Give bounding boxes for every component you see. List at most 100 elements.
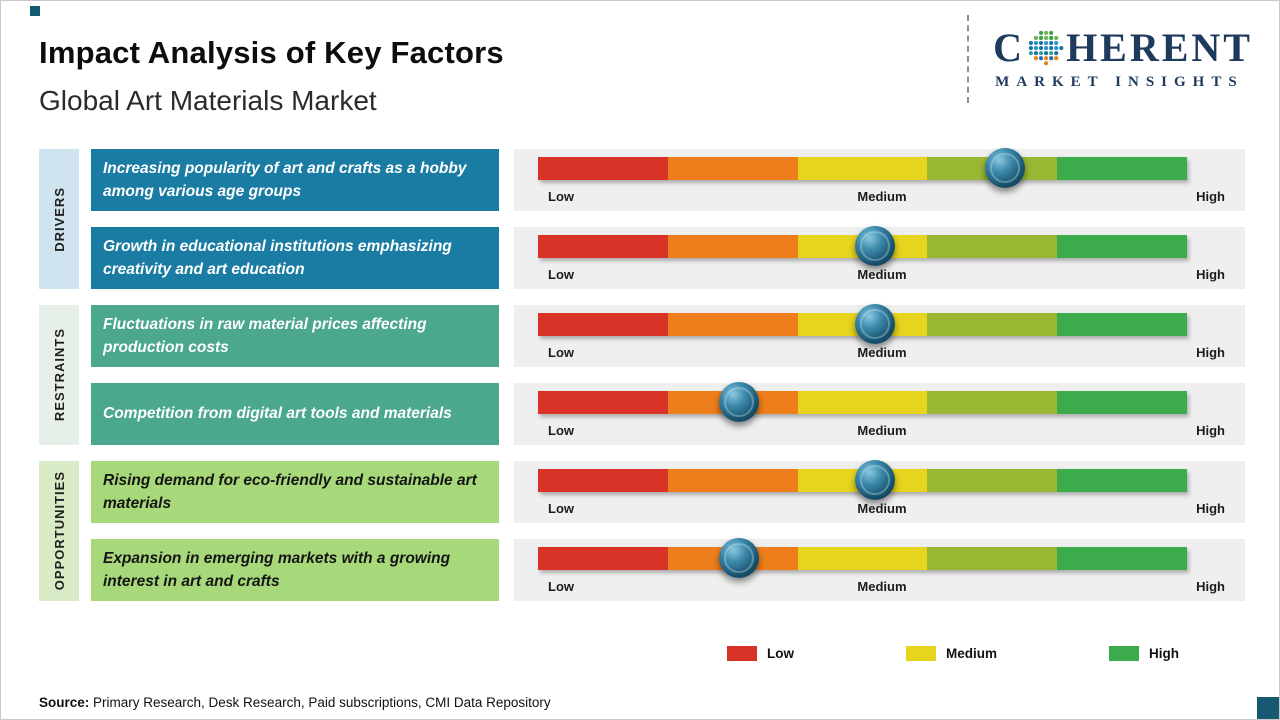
impact-bar [538,538,1187,578]
scale-label-medium: Medium [857,422,907,438]
scale-label-high: High [1196,578,1225,594]
impact-marker [855,226,896,266]
scale-label-high: High [1196,266,1225,282]
factor-text-box: Growth in educational institutions empha… [91,227,499,289]
factor-text-box: Rising demand for eco-friendly and susta… [91,461,499,523]
source-text: Primary Research, Desk Research, Paid su… [89,695,551,710]
logo-text-end: HERENT [1066,24,1253,70]
scale-label-low: Low [548,188,574,204]
impact-bar [538,226,1187,266]
factor-row: Expansion in emerging markets with a gro… [91,538,1245,601]
impact-gauge: Low Medium High [514,460,1245,523]
segment-low [538,234,668,258]
segment-low [538,390,668,414]
legend: Low Medium High [726,646,1179,661]
corner-accent-top-left [30,6,40,16]
header: Impact Analysis of Key Factors Global Ar… [39,35,504,117]
scale-label-medium: Medium [857,500,907,516]
impact-marker [719,538,760,578]
impact-bar [538,460,1187,500]
factor-row: Competition from digital art tools and m… [91,382,1245,445]
impact-bar [538,382,1187,422]
factor-text-box: Fluctuations in raw material prices affe… [91,305,499,367]
impact-analysis-grid: DRIVERS Increasing popularity of art and… [39,148,1245,617]
segment-medium [797,156,928,180]
segment-low-medium [667,468,798,492]
segment-low [538,156,668,180]
segment-medium-high [927,546,1058,570]
page-subtitle: Global Art Materials Market [39,85,377,116]
scale-label-low: Low [548,422,574,438]
legend-swatch-high [1109,646,1139,661]
legend-label-low: Low [766,646,794,661]
impact-marker [855,304,896,344]
impact-gauge: Low Medium High [514,538,1245,601]
group-label-opportunities: OPPORTUNITIES [39,461,79,601]
segment-low [538,312,668,336]
source-label: Source: [39,695,90,710]
segment-low [538,468,668,492]
legend-swatch-low [726,646,757,661]
group-restraints: RESTRAINTS Fluctuations in raw material … [39,304,1245,445]
factor-row: Fluctuations in raw material prices affe… [91,304,1245,367]
segment-high [1057,234,1187,258]
gauge-scale: Low Medium High [538,579,1225,594]
segment-medium-high [927,312,1058,336]
globe-icon [1028,30,1064,66]
group-label-drivers: DRIVERS [39,149,79,289]
impact-marker [855,460,896,500]
scale-label-low: Low [548,500,574,516]
page-title: Impact Analysis of Key Factors [39,35,504,70]
segment-medium-high [927,234,1058,258]
scale-label-low: Low [548,266,574,282]
segment-high [1057,390,1187,414]
impact-bar [538,148,1187,188]
impact-gauge: Low Medium High [514,226,1245,289]
source-note: Source: Primary Research, Desk Research,… [39,695,551,710]
scale-label-medium: Medium [857,578,907,594]
legend-item-medium: Medium [905,646,997,661]
scale-label-high: High [1196,344,1225,360]
scale-label-medium: Medium [857,188,907,204]
globe-dots [1028,30,1064,66]
gauge-scale: Low Medium High [538,501,1225,516]
logo-wordmark: C HERENT [993,24,1253,70]
impact-gauge: Low Medium High [514,304,1245,367]
segment-high [1057,546,1187,570]
impact-marker [719,382,760,422]
segment-medium-high [927,390,1058,414]
scale-label-medium: Medium [857,266,907,282]
factor-text-box: Increasing popularity of art and crafts … [91,149,499,211]
segment-high [1057,468,1187,492]
logo-tagline: MARKET INSIGHTS [995,73,1244,90]
legend-label-medium: Medium [945,646,997,661]
segment-medium [797,390,928,414]
impact-gauge: Low Medium High [514,148,1245,211]
legend-item-low: Low [726,646,794,661]
segment-low-medium [667,312,798,336]
factor-text-box: Expansion in emerging markets with a gro… [91,539,499,601]
scale-label-high: High [1196,188,1225,204]
scale-label-medium: Medium [857,344,907,360]
group-label-text: OPPORTUNITIES [51,471,67,591]
factor-row: Growth in educational institutions empha… [91,226,1245,289]
gauge-scale: Low Medium High [538,423,1225,438]
scale-label-high: High [1196,500,1225,516]
impact-bar [538,304,1187,344]
legend-label-high: High [1149,646,1179,661]
scale-label-low: Low [548,578,574,594]
legend-swatch-medium [905,646,936,661]
group-label-text: RESTRAINTS [51,328,67,422]
group-label-restraints: RESTRAINTS [39,305,79,445]
factor-row: Rising demand for eco-friendly and susta… [91,460,1245,523]
gauge-scale: Low Medium High [538,267,1225,282]
segment-low-medium [667,156,798,180]
segment-medium-high [927,468,1058,492]
logo-text-start: C [993,24,1026,70]
factor-text-box: Competition from digital art tools and m… [91,383,499,445]
corner-accent-bottom-right [1257,697,1279,719]
segment-high [1057,312,1187,336]
segment-medium [797,546,928,570]
scale-label-low: Low [548,344,574,360]
